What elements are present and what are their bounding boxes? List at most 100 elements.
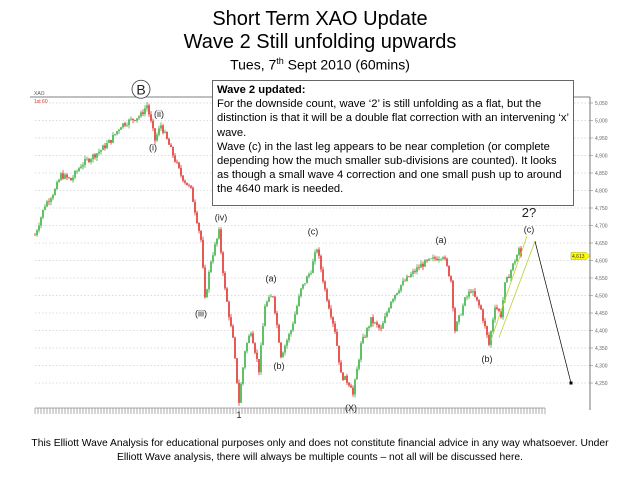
date-sup: th	[276, 56, 284, 66]
wave-label: 2?	[522, 205, 536, 220]
candle	[394, 295, 396, 300]
candle	[258, 359, 260, 373]
candle	[386, 312, 388, 317]
candle	[168, 138, 170, 145]
candle	[508, 276, 510, 279]
candle	[68, 177, 70, 179]
candle	[240, 383, 242, 403]
candle	[490, 331, 492, 345]
candle	[82, 164, 84, 167]
candle	[152, 120, 154, 129]
candle	[412, 271, 414, 274]
candle	[426, 260, 428, 261]
wave-label: (c)	[308, 226, 319, 236]
candle	[122, 123, 124, 128]
candle	[158, 128, 160, 135]
candle	[116, 131, 118, 135]
candle	[210, 261, 212, 273]
y-axis: 4,250 4,300 4,350 4,400 4,450 4,500 4,550 4,600…	[590, 101, 608, 387]
candle	[286, 340, 288, 346]
candle	[456, 321, 458, 332]
candle	[216, 238, 218, 245]
date-line: Tues, 7th Sept 2010 (60mins)	[0, 56, 640, 73]
candle	[92, 154, 94, 160]
candle	[444, 257, 446, 259]
candle	[276, 312, 278, 325]
candle	[324, 281, 326, 290]
candle	[64, 174, 66, 179]
candle	[378, 324, 380, 328]
candle	[274, 296, 276, 313]
candle	[102, 145, 104, 151]
candle	[346, 375, 348, 383]
candle	[442, 257, 444, 259]
candle	[130, 118, 132, 120]
candle	[254, 343, 256, 353]
candle	[360, 343, 362, 360]
wave-label: B	[136, 81, 145, 97]
candle	[252, 333, 254, 344]
candle	[454, 308, 456, 332]
candle	[418, 267, 420, 268]
candle	[90, 159, 92, 162]
candle	[156, 134, 158, 141]
candle	[414, 271, 416, 272]
candle	[348, 382, 350, 386]
candle	[382, 322, 384, 329]
candle	[180, 167, 182, 176]
candle	[422, 263, 424, 267]
candle	[392, 299, 394, 302]
candle	[344, 375, 346, 381]
candle	[372, 317, 374, 324]
candle	[250, 333, 252, 336]
candle	[506, 276, 508, 283]
note-body-2: Wave (c) in the last leg appears to be n…	[217, 140, 562, 196]
candle	[148, 105, 150, 115]
candle	[52, 195, 54, 199]
candle	[36, 230, 38, 236]
candle	[322, 269, 324, 282]
candle	[198, 222, 200, 231]
candle	[222, 252, 224, 274]
disclaimer: This Elliott Wave Analysis for education…	[0, 437, 640, 465]
candle	[328, 300, 330, 309]
candle	[398, 290, 400, 294]
candle	[384, 316, 386, 323]
y-tick-label: 4,450	[595, 311, 608, 317]
candle	[264, 306, 266, 327]
candle	[374, 322, 376, 324]
candle	[448, 265, 450, 277]
candle	[432, 257, 434, 259]
candle	[34, 234, 36, 236]
candle	[58, 179, 60, 183]
candle	[202, 239, 204, 268]
candle	[352, 387, 354, 395]
candle	[434, 257, 436, 259]
candle	[308, 273, 310, 277]
candle	[200, 230, 202, 240]
candle	[146, 105, 148, 109]
candle	[298, 296, 300, 307]
candle	[42, 209, 44, 218]
candle	[370, 317, 372, 327]
candle	[188, 185, 190, 186]
candle	[428, 258, 430, 261]
page-subtitle: Wave 2 Still unfolding upwards	[183, 31, 457, 53]
candle	[40, 217, 42, 226]
candle	[502, 300, 504, 318]
candle	[128, 119, 130, 126]
y-tick-label: 5,000	[595, 119, 608, 125]
candle	[72, 177, 74, 181]
candle	[224, 273, 226, 289]
candle	[350, 385, 352, 388]
candle	[466, 296, 468, 298]
interval-label: 1st 60	[34, 99, 48, 105]
last-price-tag	[570, 252, 591, 260]
candle	[76, 170, 78, 172]
wave-label: (a)	[266, 274, 277, 284]
candle	[44, 206, 46, 210]
candle	[406, 276, 408, 281]
candle	[248, 335, 250, 344]
candle	[164, 131, 166, 133]
candle	[86, 158, 88, 160]
